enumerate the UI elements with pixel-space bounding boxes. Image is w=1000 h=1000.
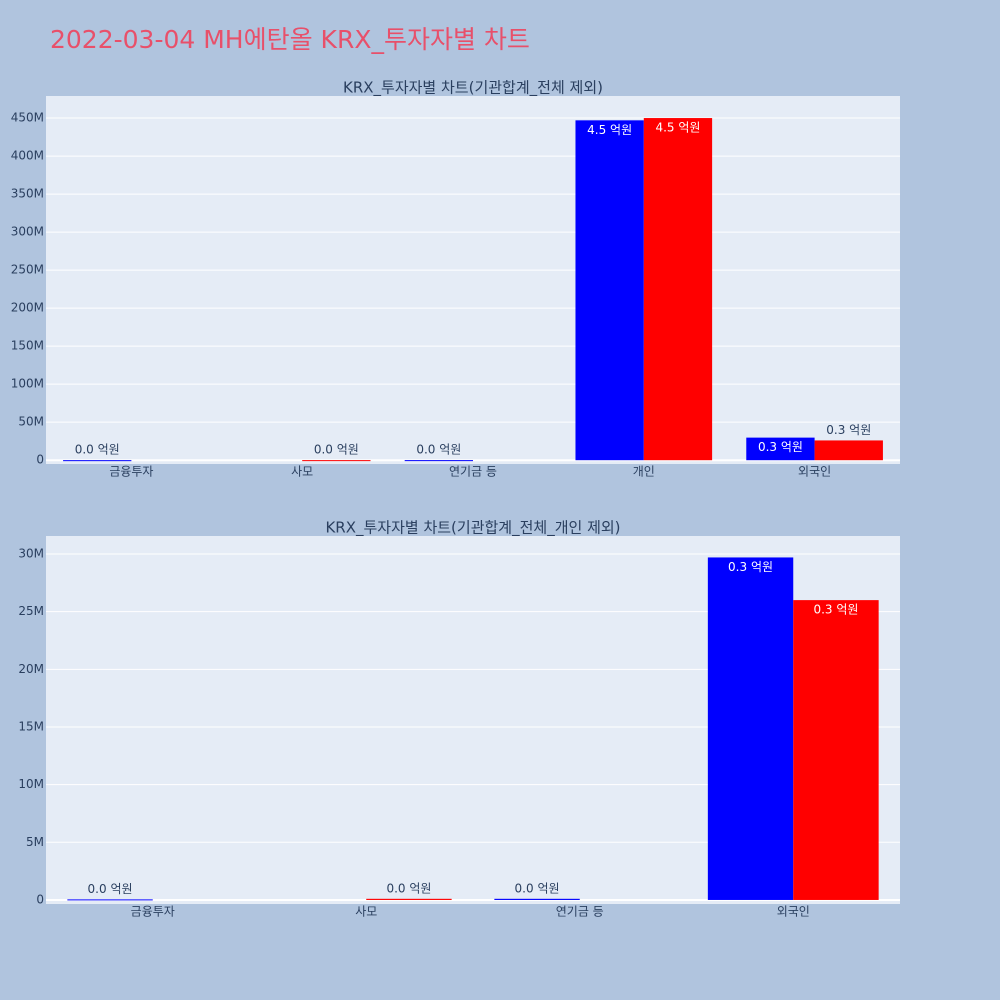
x-tick-label: 외국인: [777, 905, 810, 919]
x-tick-label: 금융투자: [109, 465, 153, 479]
bar: [404, 460, 473, 462]
y-tick-label: 450M: [11, 111, 44, 125]
value-label: 4.5 억원: [655, 121, 700, 135]
y-tick-label: 0: [36, 892, 44, 906]
value-label: 0.0 억원: [416, 443, 461, 457]
y-tick-label: 10M: [18, 777, 44, 791]
y-tick-label: 0: [36, 453, 44, 467]
y-tick-label: 150M: [11, 339, 44, 353]
chart-title: KRX_투자자별 차트(기관합계_전체_개인 제외): [325, 519, 620, 538]
bar: [302, 460, 371, 462]
y-tick-label: 300M: [11, 225, 44, 239]
x-tick-label: 사모: [355, 905, 377, 919]
x-tick-label: 개인: [633, 465, 655, 479]
x-tick-label: 사모: [291, 465, 313, 479]
y-tick-label: 20M: [18, 662, 44, 676]
value-label: 4.5 억원: [587, 123, 632, 137]
y-tick-label: 250M: [11, 263, 44, 277]
value-label: 0.0 억원: [515, 881, 560, 895]
value-label: 0.0 억원: [314, 443, 359, 457]
bar: [67, 899, 153, 901]
bar: [746, 437, 815, 461]
bar: [814, 440, 883, 461]
y-tick-label: 400M: [11, 149, 44, 163]
chart-title: KRX_투자자별 차트(기관합계_전체 제외): [343, 79, 603, 98]
value-label: 0.0 억원: [88, 882, 133, 896]
bar: [793, 600, 879, 900]
value-label: 0.3 억원: [813, 603, 858, 617]
bar: [63, 460, 132, 462]
y-tick-label: 50M: [18, 415, 44, 429]
bar: [707, 557, 794, 900]
plot-area: [46, 96, 900, 464]
bar: [494, 898, 580, 900]
x-tick-label: 연기금 등: [556, 905, 604, 919]
value-label: 0.3 억원: [728, 560, 773, 574]
bar: [643, 118, 713, 461]
x-tick-label: 금융투자: [131, 905, 175, 919]
value-label: 0.0 억원: [386, 881, 431, 895]
y-tick-label: 100M: [11, 377, 44, 391]
y-tick-label: 30M: [18, 546, 44, 560]
value-label: 0.3 억원: [758, 440, 803, 454]
value-label: 0.0 억원: [75, 443, 120, 457]
y-tick-label: 25M: [18, 604, 44, 618]
value-label: 0.3 억원: [826, 423, 871, 437]
bar: [366, 898, 452, 900]
y-tick-label: 15M: [18, 719, 44, 733]
x-tick-label: 연기금 등: [449, 465, 497, 479]
y-tick-label: 350M: [11, 187, 44, 201]
y-tick-label: 5M: [26, 835, 44, 849]
bar: [575, 120, 644, 461]
page-title: 2022-03-04 MH에탄올 KRX_투자자별 차트: [50, 25, 530, 54]
x-tick-label: 외국인: [798, 465, 831, 479]
y-tick-label: 200M: [11, 301, 44, 315]
